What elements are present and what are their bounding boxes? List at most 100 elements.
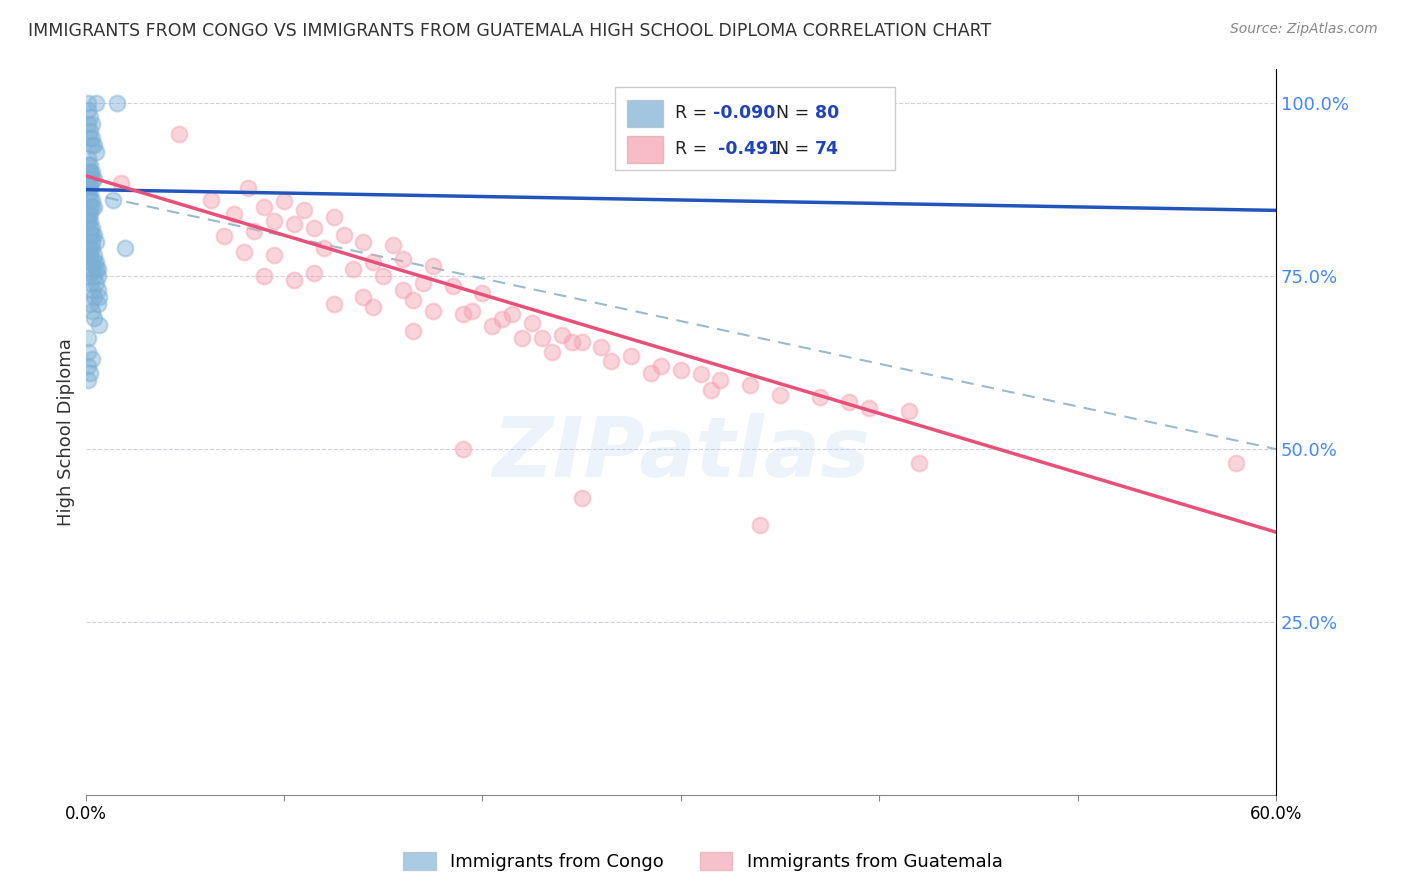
Point (491, 312, 513, 326)
Point (76, 331, 98, 345)
Text: 80: 80 (815, 104, 839, 122)
Point (699, 384, 721, 398)
Point (571, 491, 593, 505)
Text: R =: R = (675, 104, 713, 122)
Point (80, 193, 103, 207)
Point (80, 137, 103, 152)
Point (83, 269, 105, 284)
Point (233, 244, 256, 259)
Point (461, 303, 484, 318)
Point (80, 165, 103, 179)
Point (342, 262, 364, 277)
Point (76, 117, 98, 131)
Point (83, 172, 105, 186)
Point (283, 217, 305, 231)
Point (412, 276, 434, 290)
Point (80, 242, 103, 256)
Point (243, 224, 266, 238)
Point (86, 283, 108, 297)
Point (79, 110, 101, 124)
Text: IMMIGRANTS FROM CONGO VS IMMIGRANTS FROM GUATEMALA HIGH SCHOOL DIPLOMA CORRELATI: IMMIGRANTS FROM CONGO VS IMMIGRANTS FROM… (28, 22, 991, 40)
Point (80, 200, 103, 214)
Point (530, 331, 553, 345)
Point (76, 96, 98, 111)
Point (83, 290, 105, 304)
Point (79, 242, 101, 256)
Point (83, 255, 105, 269)
Point (520, 316, 543, 330)
Point (76, 345, 98, 359)
Point (273, 194, 295, 209)
Point (740, 378, 762, 392)
Point (382, 238, 405, 252)
Point (392, 283, 415, 297)
Point (89, 318, 111, 332)
Point (76, 373, 98, 387)
Point (80, 255, 103, 269)
Point (620, 349, 643, 363)
FancyBboxPatch shape (627, 100, 662, 128)
Point (76, 359, 98, 373)
Point (422, 303, 444, 318)
Point (669, 362, 692, 376)
Point (76, 186, 98, 200)
Point (352, 235, 374, 249)
Point (80, 283, 103, 297)
Point (76, 269, 98, 284)
Point (501, 307, 523, 321)
Point (238, 180, 260, 194)
Point (352, 290, 374, 304)
Point (263, 213, 285, 227)
Point (561, 334, 583, 349)
Point (322, 297, 344, 311)
Point (76, 242, 98, 256)
Point (481, 318, 503, 333)
Point (86, 297, 108, 311)
Point (110, 176, 132, 190)
Text: -0.491: -0.491 (717, 140, 780, 159)
Point (79, 297, 101, 311)
Point (600, 353, 623, 368)
Point (79, 179, 101, 194)
Point (86, 262, 108, 277)
Point (441, 279, 464, 293)
Point (105, 96, 128, 111)
Point (332, 227, 354, 242)
Text: ZIPatlas: ZIPatlas (492, 413, 870, 494)
Point (361, 255, 384, 269)
Point (312, 242, 335, 256)
Point (84, 262, 107, 277)
Point (79, 124, 101, 138)
Point (79, 248, 101, 262)
Text: Source: ZipAtlas.com: Source: ZipAtlas.com (1230, 22, 1378, 37)
Point (83, 248, 105, 262)
Point (551, 327, 574, 342)
Y-axis label: High School Diploma: High School Diploma (58, 338, 75, 525)
Point (1225, 456, 1247, 470)
Point (79, 158, 101, 172)
Point (76, 103, 98, 117)
Point (79, 186, 101, 200)
Point (808, 390, 831, 404)
Point (76, 213, 98, 227)
Point (471, 286, 494, 301)
Point (84, 235, 107, 249)
FancyBboxPatch shape (627, 136, 662, 163)
Legend: Immigrants from Congo, Immigrants from Guatemala: Immigrants from Congo, Immigrants from G… (396, 845, 1010, 879)
Point (214, 229, 236, 244)
Point (510, 331, 533, 345)
Point (80, 235, 103, 249)
Point (224, 207, 246, 221)
Point (373, 269, 395, 284)
Point (79, 165, 101, 179)
Point (422, 259, 444, 273)
Point (749, 518, 772, 533)
Point (167, 128, 190, 142)
Point (79, 227, 101, 242)
Text: N =: N = (765, 140, 815, 159)
Point (76, 248, 98, 262)
Point (84, 276, 107, 290)
Point (392, 252, 415, 266)
Point (80, 352, 103, 367)
Point (79, 200, 101, 214)
